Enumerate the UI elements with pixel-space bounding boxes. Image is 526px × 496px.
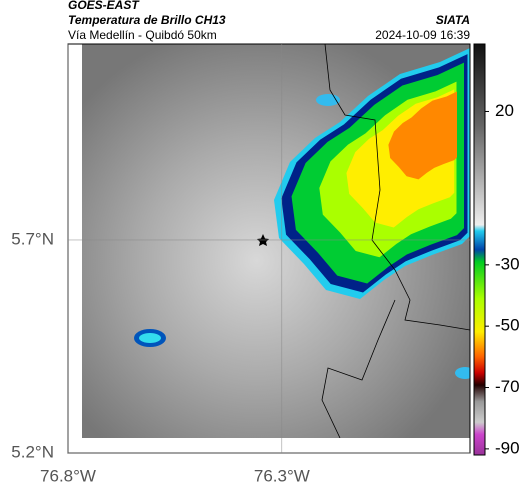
datetime: 2024-10-09 16:39 <box>375 28 470 42</box>
colorbar-tick-label: -50 <box>495 316 520 335</box>
product: Temperatura de Brillo CH13 <box>68 13 226 27</box>
colorbar-tick-label: 20 <box>495 101 514 120</box>
colorbar <box>473 43 486 456</box>
imagery <box>82 44 470 438</box>
colorbar-tick-label: -30 <box>495 254 520 273</box>
lat-tick-label: 5.2°N <box>11 442 54 461</box>
satellite: GOES-EAST <box>68 0 140 12</box>
lon-tick-label: 76.3°W <box>254 466 310 485</box>
lat-tick-label: 5.7°N <box>11 229 54 248</box>
source: SIATA <box>436 13 470 27</box>
lon-tick-label: 76.8°W <box>40 466 96 485</box>
colorbar-tick-label: -70 <box>495 377 520 396</box>
route: Vía Medellín - Quibdó 50km <box>68 28 217 42</box>
colorbar-tick-label: -90 <box>495 438 520 457</box>
